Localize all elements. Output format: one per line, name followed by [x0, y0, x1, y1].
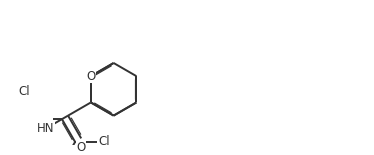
- Text: O: O: [77, 141, 86, 154]
- Text: HN: HN: [37, 122, 54, 135]
- Text: Cl: Cl: [99, 135, 110, 148]
- Text: Cl: Cl: [19, 85, 30, 98]
- Text: O: O: [86, 70, 95, 83]
